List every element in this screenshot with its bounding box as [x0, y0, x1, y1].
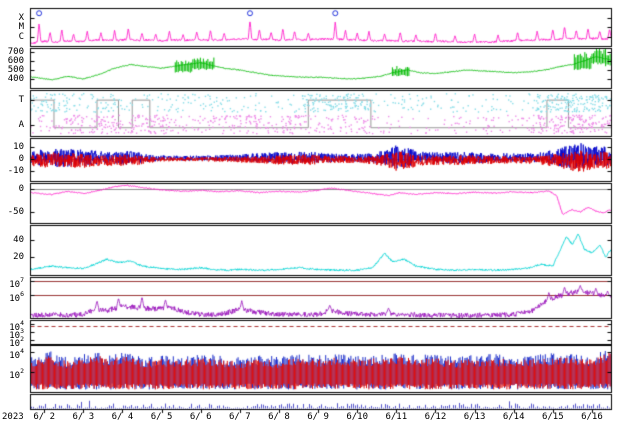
space-weather-multipanel-plot: 2023 X M C 700 600 500 400 T A 10 0 -10 0 -50 40 20 107 1…	[0, 0, 634, 424]
chart-canvas	[0, 0, 634, 424]
